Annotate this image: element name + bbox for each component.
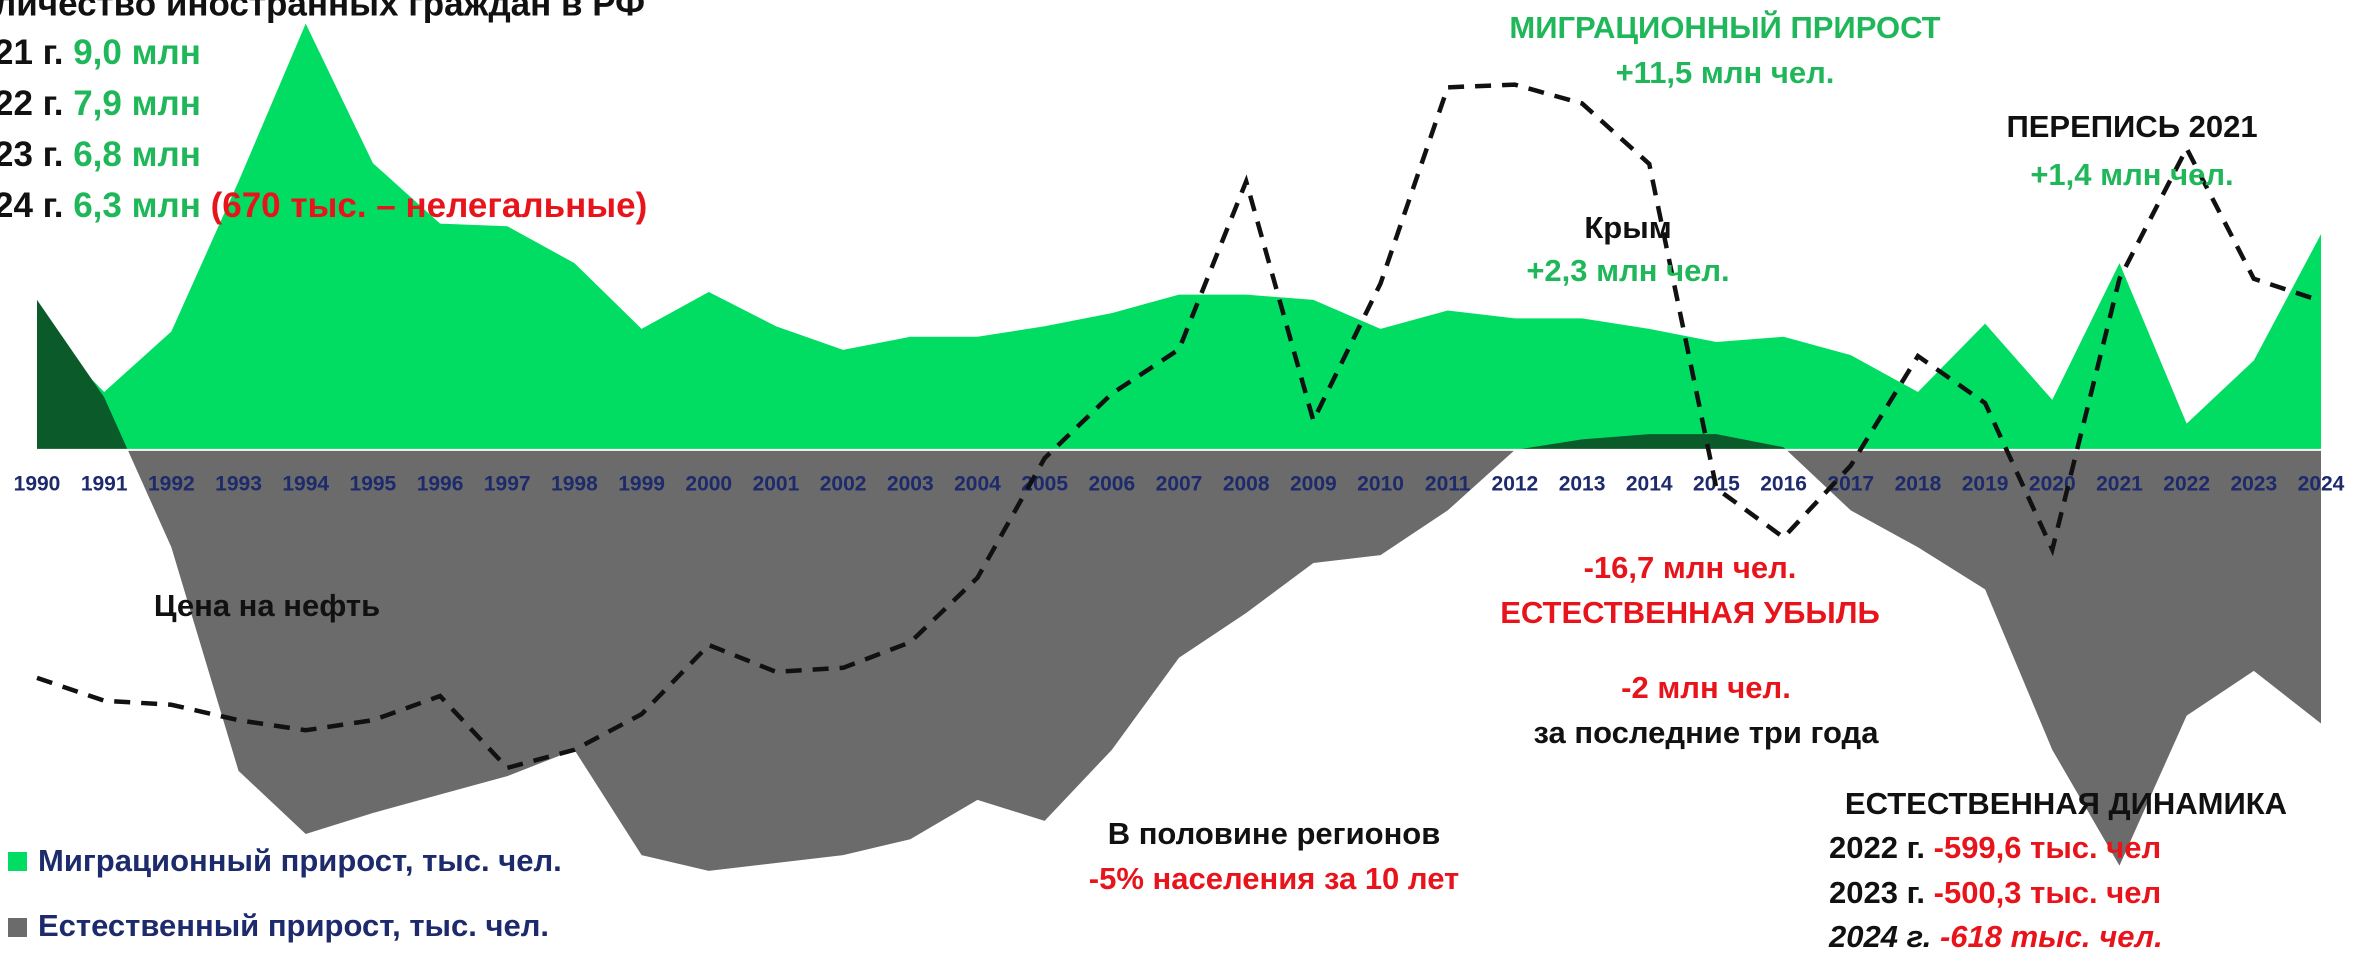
side-row: 24 г. 6,3 млн (670 тыс. – нелегальные) [0, 186, 647, 225]
annotation: Крым [1584, 210, 1671, 245]
annotation: 2022 г. -599,6 тыс. чел [1829, 830, 2161, 865]
x-tick-label: 1999 [618, 472, 665, 495]
x-tick-label: 2000 [685, 472, 732, 495]
side-row: 22 г. 7,9 млн [0, 84, 201, 123]
annotation: 2023 г. -500,3 тыс. чел [1829, 875, 2161, 910]
x-tick-label: 2009 [1290, 472, 1337, 495]
x-tick-label: 2012 [1492, 472, 1539, 495]
annotation: +1,4 млн чел. [2030, 157, 2233, 192]
annotation: +2,3 млн чел. [1526, 253, 1729, 288]
x-tick-label: 2022 [2163, 472, 2210, 495]
x-tick-label: 2024 [2298, 472, 2345, 495]
side-title: личество иностранных граждан в РФ [0, 0, 645, 23]
area [37, 23, 2321, 450]
x-tick-label: 1995 [350, 472, 397, 495]
annotation: МИГРАЦИОННЫЙ ПРИРОСТ [1509, 9, 1940, 45]
x-tick-label: 2020 [2029, 472, 2076, 495]
plot-area: 1990 1991 1992 1993 1994 1995 1996 1997 1998 1999… [14, 23, 2345, 871]
x-tick-label: 1996 [417, 472, 464, 495]
annotation: ЕСТЕСТВЕННАЯ УБЫЛЬ [1500, 595, 1880, 630]
series-label: Цена на нефть [154, 588, 380, 623]
x-tick-label: 1992 [148, 472, 195, 495]
annotation: за последние три года [1534, 715, 1880, 750]
x-tick-label: 2019 [1962, 472, 2009, 495]
legend-label: Естественный прирост, тыс. чел. [38, 908, 549, 943]
x-tick-label: 1994 [282, 472, 329, 495]
x-tick-label: 1991 [81, 472, 128, 495]
x-tick-label: 2002 [820, 472, 867, 495]
legend-swatch [8, 918, 27, 937]
x-tick-label: 2008 [1223, 472, 1270, 495]
x-tick-label: 2004 [954, 472, 1001, 495]
side-row: 21 г. 9,0 млн [0, 33, 201, 72]
annotation: 2024 г. -618 тыс. чел. [1828, 919, 2163, 954]
x-tick-label: 2016 [1760, 472, 1807, 495]
annotation: -16,7 млн чел. [1584, 550, 1797, 585]
x-tick-label: 2021 [2096, 472, 2143, 495]
x-tick-label: 2023 [2230, 472, 2277, 495]
annotation: -2 млн чел. [1621, 670, 1791, 705]
x-tick-label: 2001 [753, 472, 800, 495]
x-tick-label: 1993 [215, 472, 262, 495]
side-row: 23 г. 6,8 млн [0, 135, 201, 174]
x-tick-label: 2007 [1156, 472, 1203, 495]
x-tick-label: 2018 [1895, 472, 1942, 495]
x-tick-label: 1990 [14, 472, 61, 495]
line [36, 82, 2322, 771]
area [127, 450, 2321, 871]
x-tick-label: 2017 [1827, 472, 1874, 495]
x-tick-label: 2006 [1088, 472, 1135, 495]
annotation: ЕСТЕСТВЕННАЯ ДИНАМИКА [1845, 786, 2287, 821]
x-tick-label: 2013 [1559, 472, 1606, 495]
annotations: личество иностранных граждан в РФ 21 г. … [0, 0, 2287, 954]
x-tick-label: 2014 [1626, 472, 1673, 495]
annotation: ПЕРЕПИСЬ 2021 [2006, 109, 2257, 144]
x-tick-label: 2010 [1357, 472, 1404, 495]
x-tick-label: 2003 [887, 472, 934, 495]
annotation: -5% населения за 10 лет [1089, 861, 1459, 896]
x-tick-label: 1997 [484, 472, 531, 495]
legend-swatch [8, 852, 27, 871]
annotation: В половине регионов [1108, 816, 1441, 851]
x-tick-label: 1998 [551, 472, 598, 495]
legend-label: Миграционный прирост, тыс. чел. [38, 843, 562, 878]
x-tick-label: 2011 [1425, 472, 1471, 495]
annotation: +11,5 млн чел. [1616, 55, 1835, 90]
